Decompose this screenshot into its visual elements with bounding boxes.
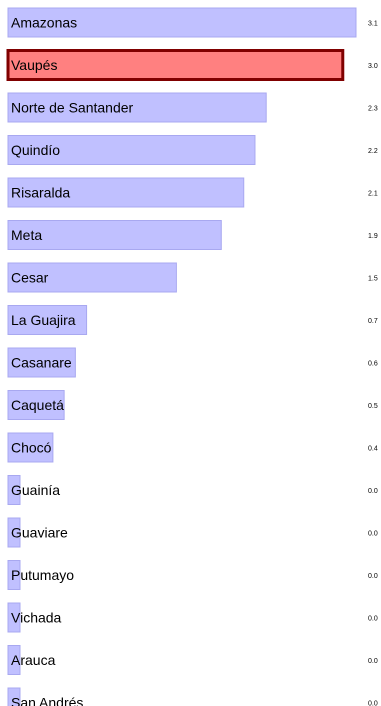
category-label: La Guajira xyxy=(11,312,76,328)
bar xyxy=(7,135,256,165)
bar-group: Putumayo 0.0 xyxy=(7,560,378,590)
category-label: Guaviare xyxy=(11,525,68,541)
category-label: Norte de Santander xyxy=(11,100,134,116)
bar-group: Guaviare 0.0 xyxy=(7,517,378,548)
bar-group: Quindío 2.2 xyxy=(7,135,378,165)
bar xyxy=(7,390,65,420)
bar-group: San Andrés 0.0 xyxy=(7,687,378,706)
bar-group: Vichada 0.0 xyxy=(7,602,378,633)
value-label: 3.1 xyxy=(368,21,378,28)
bar xyxy=(7,645,21,675)
bar-group: Cesar 1.5 xyxy=(7,262,378,293)
category-label: Guainía xyxy=(11,482,60,498)
bar-group: Risaralda 2.1 xyxy=(7,177,378,208)
value-label: 1.5 xyxy=(368,276,378,283)
bar xyxy=(7,177,245,208)
bar xyxy=(7,92,267,123)
category-label: Putumayo xyxy=(11,567,74,583)
value-label: 2.2 xyxy=(368,148,378,155)
bar xyxy=(7,432,54,463)
value-label: 0.0 xyxy=(368,531,378,538)
bar-group: Vaupés 3.0 xyxy=(6,49,378,81)
bar-group: Caquetá 0.5 xyxy=(7,390,378,420)
bar xyxy=(7,517,21,548)
bar-group: Guainía 0.0 xyxy=(7,475,378,505)
category-label: Amazonas xyxy=(11,15,77,31)
bar-group: Arauca 0.0 xyxy=(7,645,378,675)
bar xyxy=(7,687,21,706)
category-label: Quindío xyxy=(11,142,60,158)
value-label: 0.0 xyxy=(368,701,378,706)
highlighted-bar xyxy=(6,49,345,81)
value-label: 2.1 xyxy=(368,191,378,198)
bar xyxy=(7,560,21,590)
value-label: 0.4 xyxy=(368,446,378,453)
category-label: Meta xyxy=(11,227,42,243)
bar-group: Casanare 0.6 xyxy=(7,347,378,378)
bar-group: Norte de Santander 2.3 xyxy=(7,92,378,123)
bar-group: Chocó 0.4 xyxy=(7,432,378,463)
bar-group: Amazonas 3.1 xyxy=(7,7,378,38)
bar xyxy=(7,305,88,335)
category-label: Vaupés xyxy=(11,57,57,73)
category-label: Cesar xyxy=(11,270,49,286)
bar-group: La Guajira 0.7 xyxy=(7,305,378,335)
bar xyxy=(7,220,222,250)
value-label: 0.0 xyxy=(368,488,378,495)
value-label: 0.7 xyxy=(368,318,378,325)
category-label: Casanare xyxy=(11,355,72,371)
category-label: Chocó xyxy=(11,440,52,456)
category-label: Risaralda xyxy=(11,185,70,201)
bar xyxy=(7,262,177,293)
bar xyxy=(7,602,21,633)
value-label: 0.6 xyxy=(368,361,378,368)
value-label: 3.0 xyxy=(368,63,378,70)
value-label: 0.5 xyxy=(368,403,378,410)
category-label: Vichada xyxy=(11,610,62,626)
value-label: 0.0 xyxy=(368,573,378,580)
bar xyxy=(7,475,21,505)
bar xyxy=(7,7,357,38)
value-label: 0.0 xyxy=(368,616,378,623)
bar xyxy=(7,347,76,378)
value-label: 1.9 xyxy=(368,233,378,240)
value-label: 0.0 xyxy=(368,658,378,665)
category-label: Arauca xyxy=(11,652,56,668)
bar-group: Meta 1.9 xyxy=(7,220,378,250)
value-label: 2.3 xyxy=(368,106,378,113)
category-label: Caquetá xyxy=(11,397,64,413)
category-label: San Andrés xyxy=(11,695,83,706)
